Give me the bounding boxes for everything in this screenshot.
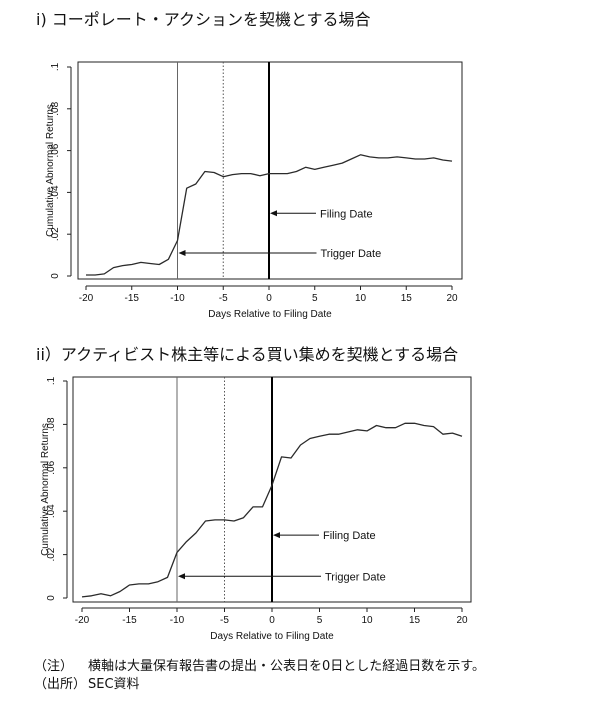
y-tick-label: .06 [50,143,61,157]
x-tick-label: -15 [125,293,140,304]
x-tick-label: -5 [220,615,229,626]
x-tick-label: -15 [122,615,137,626]
series-line [86,154,453,276]
x-axis-label: Days Relative to Filing Date [210,631,334,642]
annotation-arrow-head [178,573,185,580]
annotation-label: Filing Date [320,208,373,220]
annotation-arrow-head [270,210,277,217]
annotation-arrow-head [178,250,186,257]
y-tick-label: .04 [50,185,61,199]
panel-2-title: ii）アクティビスト株主等による買い集めを契機とする場合 [36,345,459,364]
y-tick-label: .02 [46,547,57,561]
panel-1-title: i) コーポレート・アクションを契機とする場合 [36,10,371,29]
source-text: SEC資料 [88,677,140,692]
x-tick-label: 10 [361,615,373,626]
y-tick-label: 0 [46,595,57,601]
y-tick-label: .02 [50,227,61,241]
chart-2: 0 .02 .04 .06 .08 .1 -20 -15 -10 -5 0 5 10 15 20 Days R… [40,376,472,642]
x-tick-label: -10 [170,615,185,626]
x-axis-label: Days Relative to Filing Date [208,309,332,320]
y-tick-label: .1 [46,376,57,385]
y-tick-label: .1 [50,62,61,71]
series-line [81,422,463,598]
annotation-label: Trigger Date [321,248,382,260]
y-tick-label: 0 [50,273,61,279]
y-tick-label: .08 [46,417,57,431]
x-tick-label: 20 [446,293,458,304]
x-tick-label: 20 [456,615,468,626]
x-tick-label: 0 [269,615,275,626]
y-axis-label: Cumulative Abnormal Returns [45,104,56,237]
x-tick-label: 10 [355,293,367,304]
notes: （注） 横軸は大量保有報告書の提出・公表日を0日とした経過日数を示す。 （出所） S… [34,658,485,694]
annotation-label: Filing Date [323,530,376,542]
source-key: （出所） [34,677,87,692]
note-row: （注） 横軸は大量保有報告書の提出・公表日を0日とした経過日数を示す。 [34,658,485,676]
y-tick-label: .06 [46,460,57,474]
y-tick-label: .08 [50,101,61,115]
y-axis-label: Cumulative Abnormal Returns [40,423,51,556]
x-tick-label: -20 [79,293,94,304]
x-tick-label: -20 [75,615,90,626]
x-tick-label: -5 [219,293,228,304]
chart-1: 0 .02 .04 .06 .08 .1 -20 -15 -10 -5 0 5 10 15 20 Days R… [45,61,463,320]
annotation-label: Trigger Date [325,571,386,583]
y-tick-label: .04 [46,504,57,518]
x-tick-label: 0 [266,293,272,304]
source-row: （出所） SEC資料 [34,676,485,694]
annotation-arrow-head [273,532,280,539]
note-key: （注） [34,659,74,674]
note-text: 横軸は大量保有報告書の提出・公表日を0日とした経過日数を示す。 [88,659,485,674]
x-tick-label: 15 [401,293,413,304]
x-tick-label: 15 [409,615,421,626]
x-tick-label: 5 [317,615,323,626]
x-tick-label: 5 [312,293,318,304]
x-tick-label: -10 [170,293,185,304]
